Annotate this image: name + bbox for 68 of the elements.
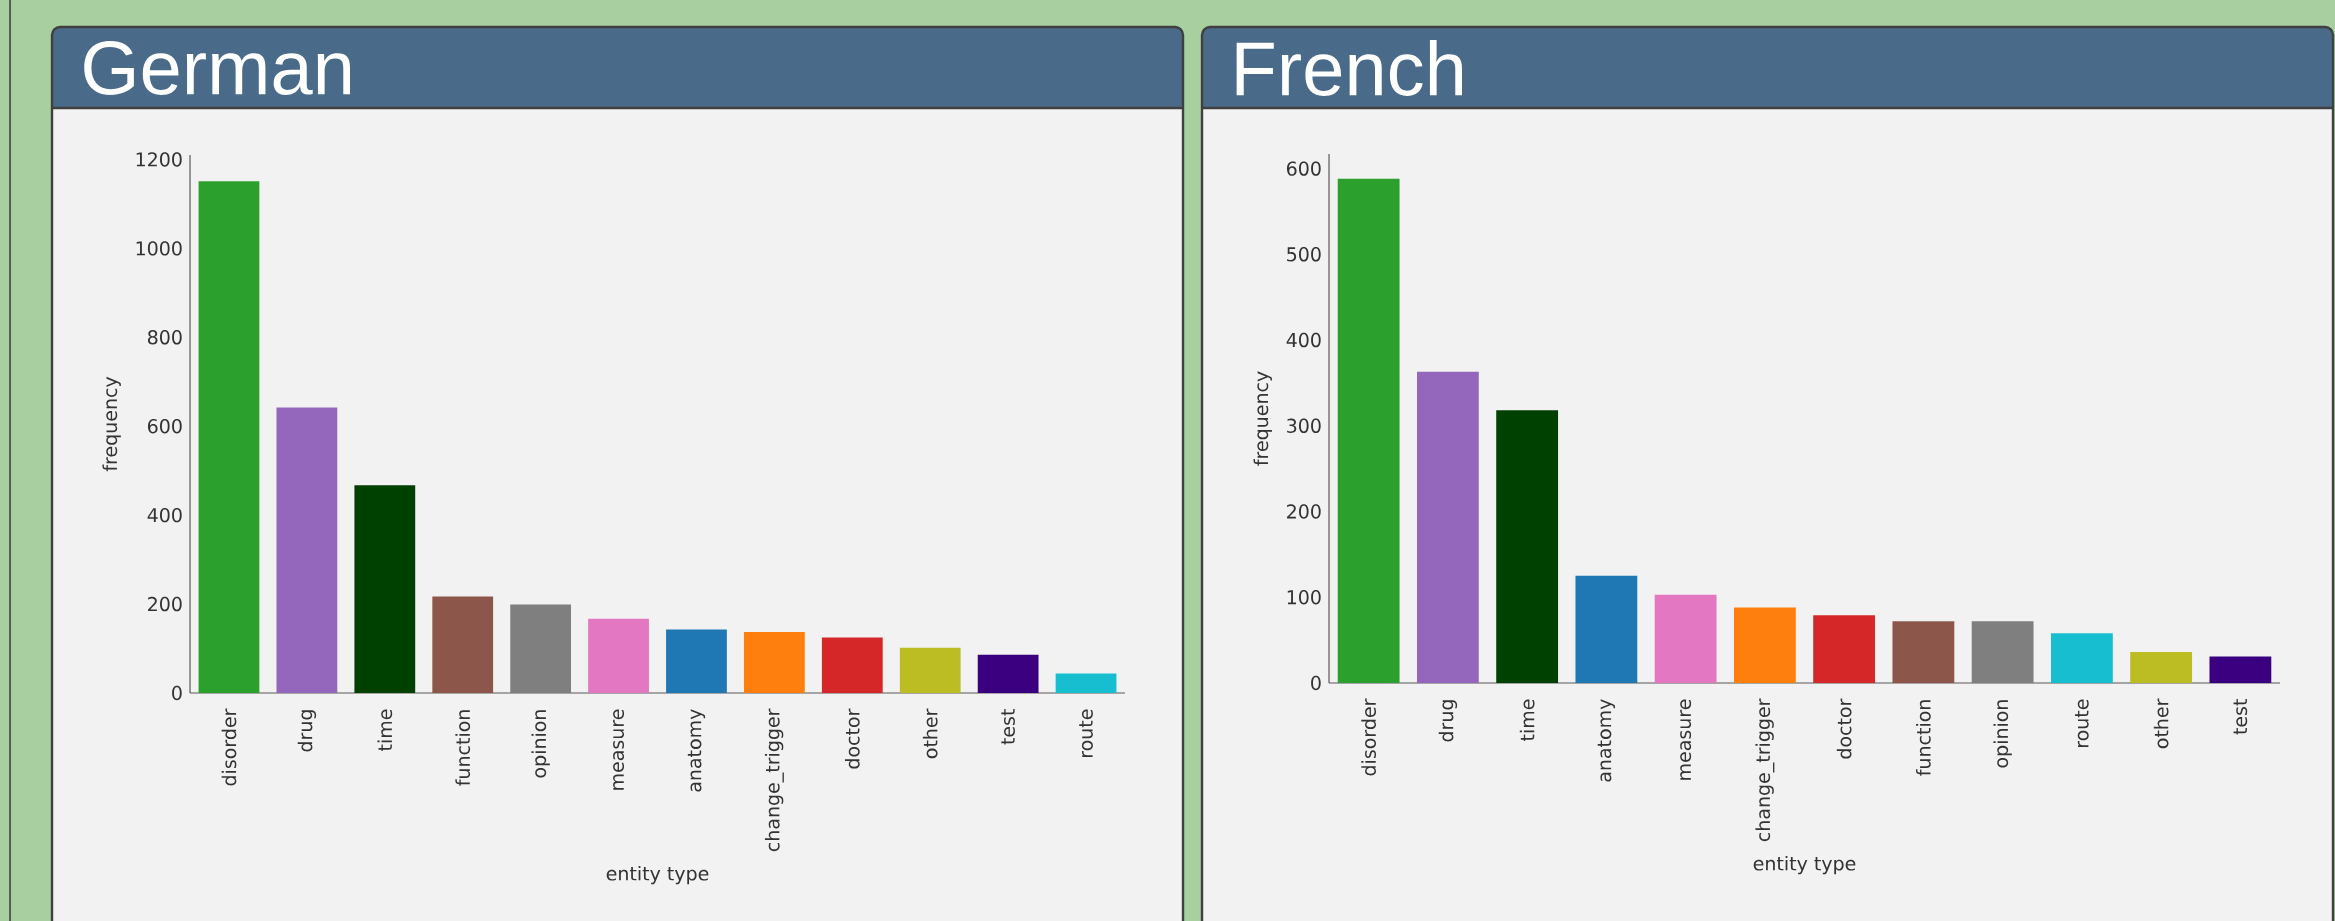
x-tick-label: route [2075,699,2089,748]
bar [2209,656,2272,683]
bar [1337,178,1400,683]
x-tick-label: opinion [531,710,550,778]
y-axis-title: frequency [102,376,121,472]
bar [2050,633,2113,683]
y-tick-label: 0 [172,685,182,701]
y-tick-label: 1000 [136,241,182,256]
x-tick-label: measure [1680,699,1692,780]
bar [198,181,260,693]
bar [666,629,727,693]
x-tick-label: anatomy [687,709,706,792]
x-tick-label: other [922,708,938,759]
y-tick-label: 100 [1287,590,1321,605]
x-tick-label: disorder [221,708,237,786]
y-tick-label: 0 [1311,675,1321,691]
y-tick-label: 200 [1287,504,1321,519]
x-tick-label: disorder [1361,698,1376,776]
x-tick-label: doctor [1836,698,1852,759]
x-tick-label: time [377,709,393,752]
x-tick-label: test [2233,699,2248,735]
x-tick-label: change_trigger [764,708,784,852]
y-tick-label: 600 [148,419,182,434]
bar [1813,615,1876,683]
x-tick-label: opinion [1993,700,2012,768]
bar [1055,673,1117,693]
bar [744,632,805,693]
x-axis-title: entity type [1753,855,1856,875]
x-axis-title: entity type [606,865,709,885]
bar [1496,410,1559,683]
x-tick-label: drug [297,710,317,752]
bar [821,637,883,693]
bar [1416,371,1479,683]
x-tick-label: change_trigger [1755,698,1775,842]
bar [432,596,494,693]
x-tick-label: other [2153,698,2169,749]
bar [1971,621,2034,683]
x-tick-label: route [1079,709,1093,758]
x-tick-label: function [1916,700,1931,776]
x-tick-label: drug [1438,700,1458,742]
y-tick-label: 1200 [136,152,182,167]
y-tick-label: 500 [1287,247,1321,262]
x-tick-label: function [455,710,471,786]
bar [1733,607,1796,683]
y-tick-label: 200 [148,596,182,612]
y-axis-title: frequency [1253,371,1272,466]
bar [2130,652,2193,683]
y-tick-label: 600 [1287,161,1321,176]
bar [510,604,572,693]
chart-title: French [1236,40,1462,96]
bar [977,654,1039,693]
x-tick-label: measure [613,709,625,790]
y-tick-label: 400 [1286,332,1321,348]
y-tick-label: 300 [1287,418,1321,433]
y-tick-label: 800 [147,330,182,345]
bar [1892,621,1955,683]
x-tick-label: test [1001,709,1015,745]
bar [588,618,649,693]
y-tick-label: 400 [147,507,182,523]
bar [1654,594,1717,683]
bar [276,407,338,693]
x-tick-label: doctor [844,708,860,769]
chart-title: German [84,41,350,95]
bar [1575,575,1638,683]
x-tick-label: time [1519,699,1535,742]
bar [354,485,416,693]
x-tick-label: anatomy [1597,699,1616,782]
bar [899,647,961,693]
